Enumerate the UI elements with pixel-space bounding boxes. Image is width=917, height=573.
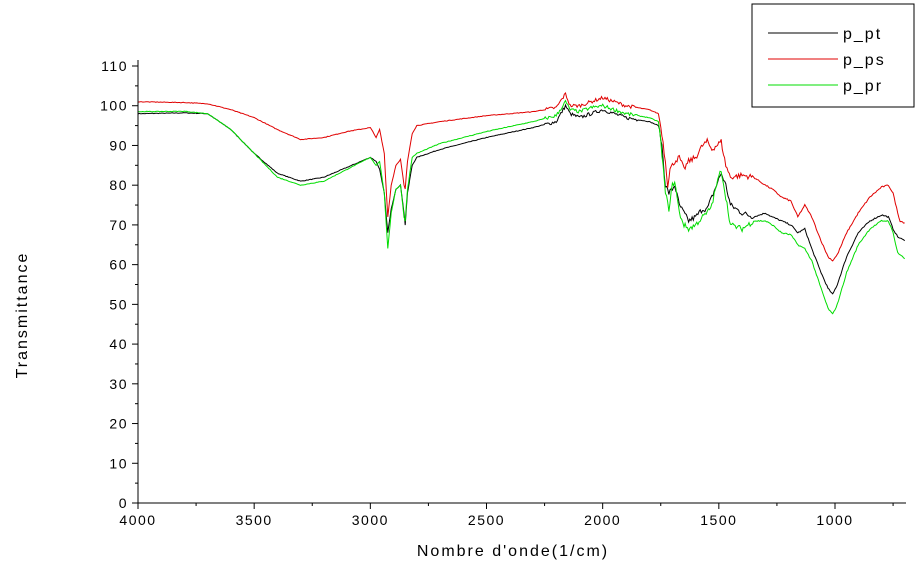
y-tick-label: 70 [109, 217, 128, 233]
x-axis-title: Nombre d'onde(1/cm) [417, 543, 609, 560]
x-tick-label: 2000 [584, 512, 621, 528]
x-tick-label: 4000 [119, 512, 156, 528]
legend-label-p-pt: p_pt [843, 26, 882, 43]
y-axis-title: Transmittance [14, 252, 31, 379]
y-tick-label: 60 [109, 257, 128, 273]
x-tick-label: 3000 [352, 512, 389, 528]
y-tick-label: 100 [100, 98, 128, 114]
y-tick-label: 0 [119, 495, 128, 511]
legend-box [751, 3, 915, 108]
y-tick-label: 10 [109, 455, 128, 471]
x-tick-label: 2500 [468, 512, 505, 528]
legend-label-p-pr: p_pr [843, 78, 883, 95]
x-ticks: 4000 3500 3000 2500 2000 1500 1000 [119, 503, 894, 528]
y-tick-label: 50 [109, 296, 128, 312]
legend-label-p-ps: p_ps [843, 52, 886, 69]
y-ticks: 0 10 20 30 40 50 60 70 80 90 100 110 [100, 58, 138, 511]
series-line-p-pt [138, 103, 906, 295]
series-line-p-ps [138, 92, 905, 262]
y-tick-label: 80 [109, 177, 128, 193]
x-tick-label: 3500 [236, 512, 273, 528]
y-tick-label: 110 [101, 58, 128, 74]
y-tick-label: 20 [109, 416, 128, 432]
series-line-p-pr [138, 99, 905, 315]
y-tick-label: 40 [109, 336, 128, 352]
series-layer [138, 92, 906, 315]
axes-layer [137, 60, 906, 504]
y-tick-label: 90 [109, 137, 128, 153]
x-tick-label: 1500 [700, 512, 737, 528]
x-tick-label: 1000 [816, 512, 853, 528]
y-tick-label: 30 [109, 376, 128, 392]
legend: p_pt p_ps p_pr [751, 3, 915, 108]
